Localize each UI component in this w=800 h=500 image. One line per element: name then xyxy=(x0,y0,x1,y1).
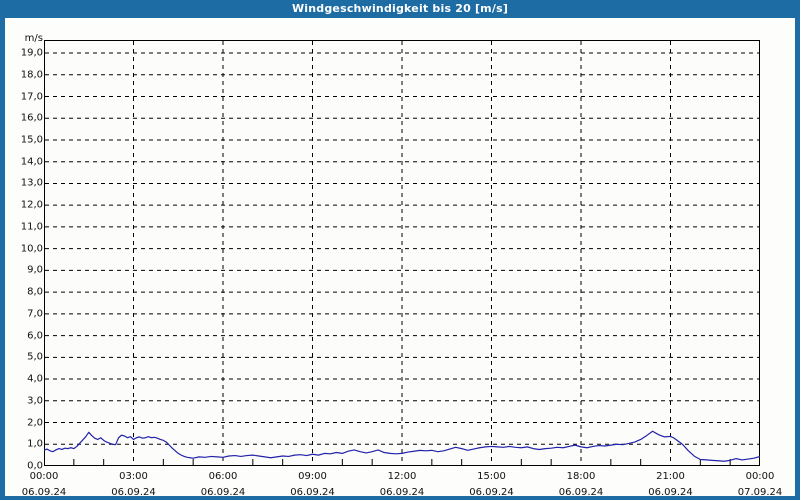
x-axis-tick-label: 15:00 06.09.24 xyxy=(457,471,527,498)
x-tick-time: 18:00 xyxy=(566,471,596,482)
x-tick-date: 06.09.24 xyxy=(21,487,67,498)
x-tick-date: 06.09.24 xyxy=(558,487,604,498)
y-axis-tick-label: 10,0 xyxy=(20,243,43,255)
horizontal-gridlines xyxy=(45,52,759,445)
x-tick-date: 06.09.24 xyxy=(200,487,246,498)
x-tick-time: 06:00 xyxy=(208,471,238,482)
x-tick-time: 00:00 xyxy=(745,471,775,482)
vertical-gridlines xyxy=(133,41,671,465)
x-axis-tick-label: 00:00 07.09.24 xyxy=(725,471,795,498)
y-axis-tick-label: 1,0 xyxy=(27,438,43,450)
x-tick-date: 06.09.24 xyxy=(648,487,693,498)
y-axis-tick-label: 14,0 xyxy=(20,156,43,168)
y-axis-tick-label: 7,0 xyxy=(27,308,43,320)
y-axis-tick-label: 8,0 xyxy=(27,286,43,298)
y-axis-tick-label: 3,0 xyxy=(27,395,43,407)
y-axis-tick-label: 17,0 xyxy=(20,91,43,102)
x-axis-tick-label: 03:00 06.09.24 xyxy=(99,471,169,498)
y-axis-tick-label: 15,0 xyxy=(20,134,43,146)
y-axis-tick-label: 2,0 xyxy=(27,417,43,429)
x-axis-tick-label: 18:00 06.09.24 xyxy=(546,471,616,498)
x-axis-tick-label: 12:00 06.09.24 xyxy=(367,471,437,498)
y-axis-tick-label: 9,0 xyxy=(27,264,43,276)
y-axis-tick-label: 5,0 xyxy=(27,351,43,363)
x-tick-time: 00:00 xyxy=(29,471,59,482)
x-axis-tick-label: 21:00 06.09.24 xyxy=(636,471,706,498)
x-tick-time: 21:00 xyxy=(656,471,685,482)
y-axis-tick-label: 4,0 xyxy=(27,373,43,385)
x-tick-time: 12:00 xyxy=(387,471,417,482)
y-axis-tick-label: 6,0 xyxy=(27,330,43,342)
window-title: Windgeschwindigkeit bis 20 [m/s] xyxy=(5,0,795,18)
y-axis-tick-label: 0,0 xyxy=(27,460,43,472)
x-axis-tick-label: 09:00 06.09.24 xyxy=(278,471,348,498)
x-axis-tick-label: 00:00 06.09.24 xyxy=(9,471,79,498)
wind-speed-line xyxy=(44,430,760,462)
x-tick-time: 03:00 xyxy=(119,471,148,482)
plot-canvas xyxy=(44,41,760,465)
y-axis-unit-label: m/s xyxy=(24,33,43,44)
x-tick-date: 06.09.24 xyxy=(111,487,156,498)
x-tick-date: 06.09.24 xyxy=(379,487,425,498)
y-axis-tick-label: 11,0 xyxy=(20,221,43,233)
x-tick-date: 06.09.24 xyxy=(469,487,514,498)
x-tick-date: 07.09.24 xyxy=(737,487,783,498)
chart-area xyxy=(44,40,760,466)
x-tick-time: 15:00 xyxy=(477,471,506,482)
y-axis-tick-label: 12,0 xyxy=(20,199,43,211)
x-axis-tick-label: 06:00 06.09.24 xyxy=(188,471,258,498)
axis-labels-layer: m/s 19,0 18,0 17,0 16,0 15,0 14,0 13,0 12,0 11,0… xyxy=(5,0,795,498)
x-tick-date: 06.09.24 xyxy=(290,487,335,498)
y-axis-tick-label: 13,0 xyxy=(20,177,43,189)
y-axis-tick-label: 16,0 xyxy=(20,112,43,124)
x-tick-time: 09:00 xyxy=(298,471,327,482)
y-axis-tick-label: 19,0 xyxy=(20,47,43,59)
y-axis-tick-label: 18,0 xyxy=(20,69,43,81)
